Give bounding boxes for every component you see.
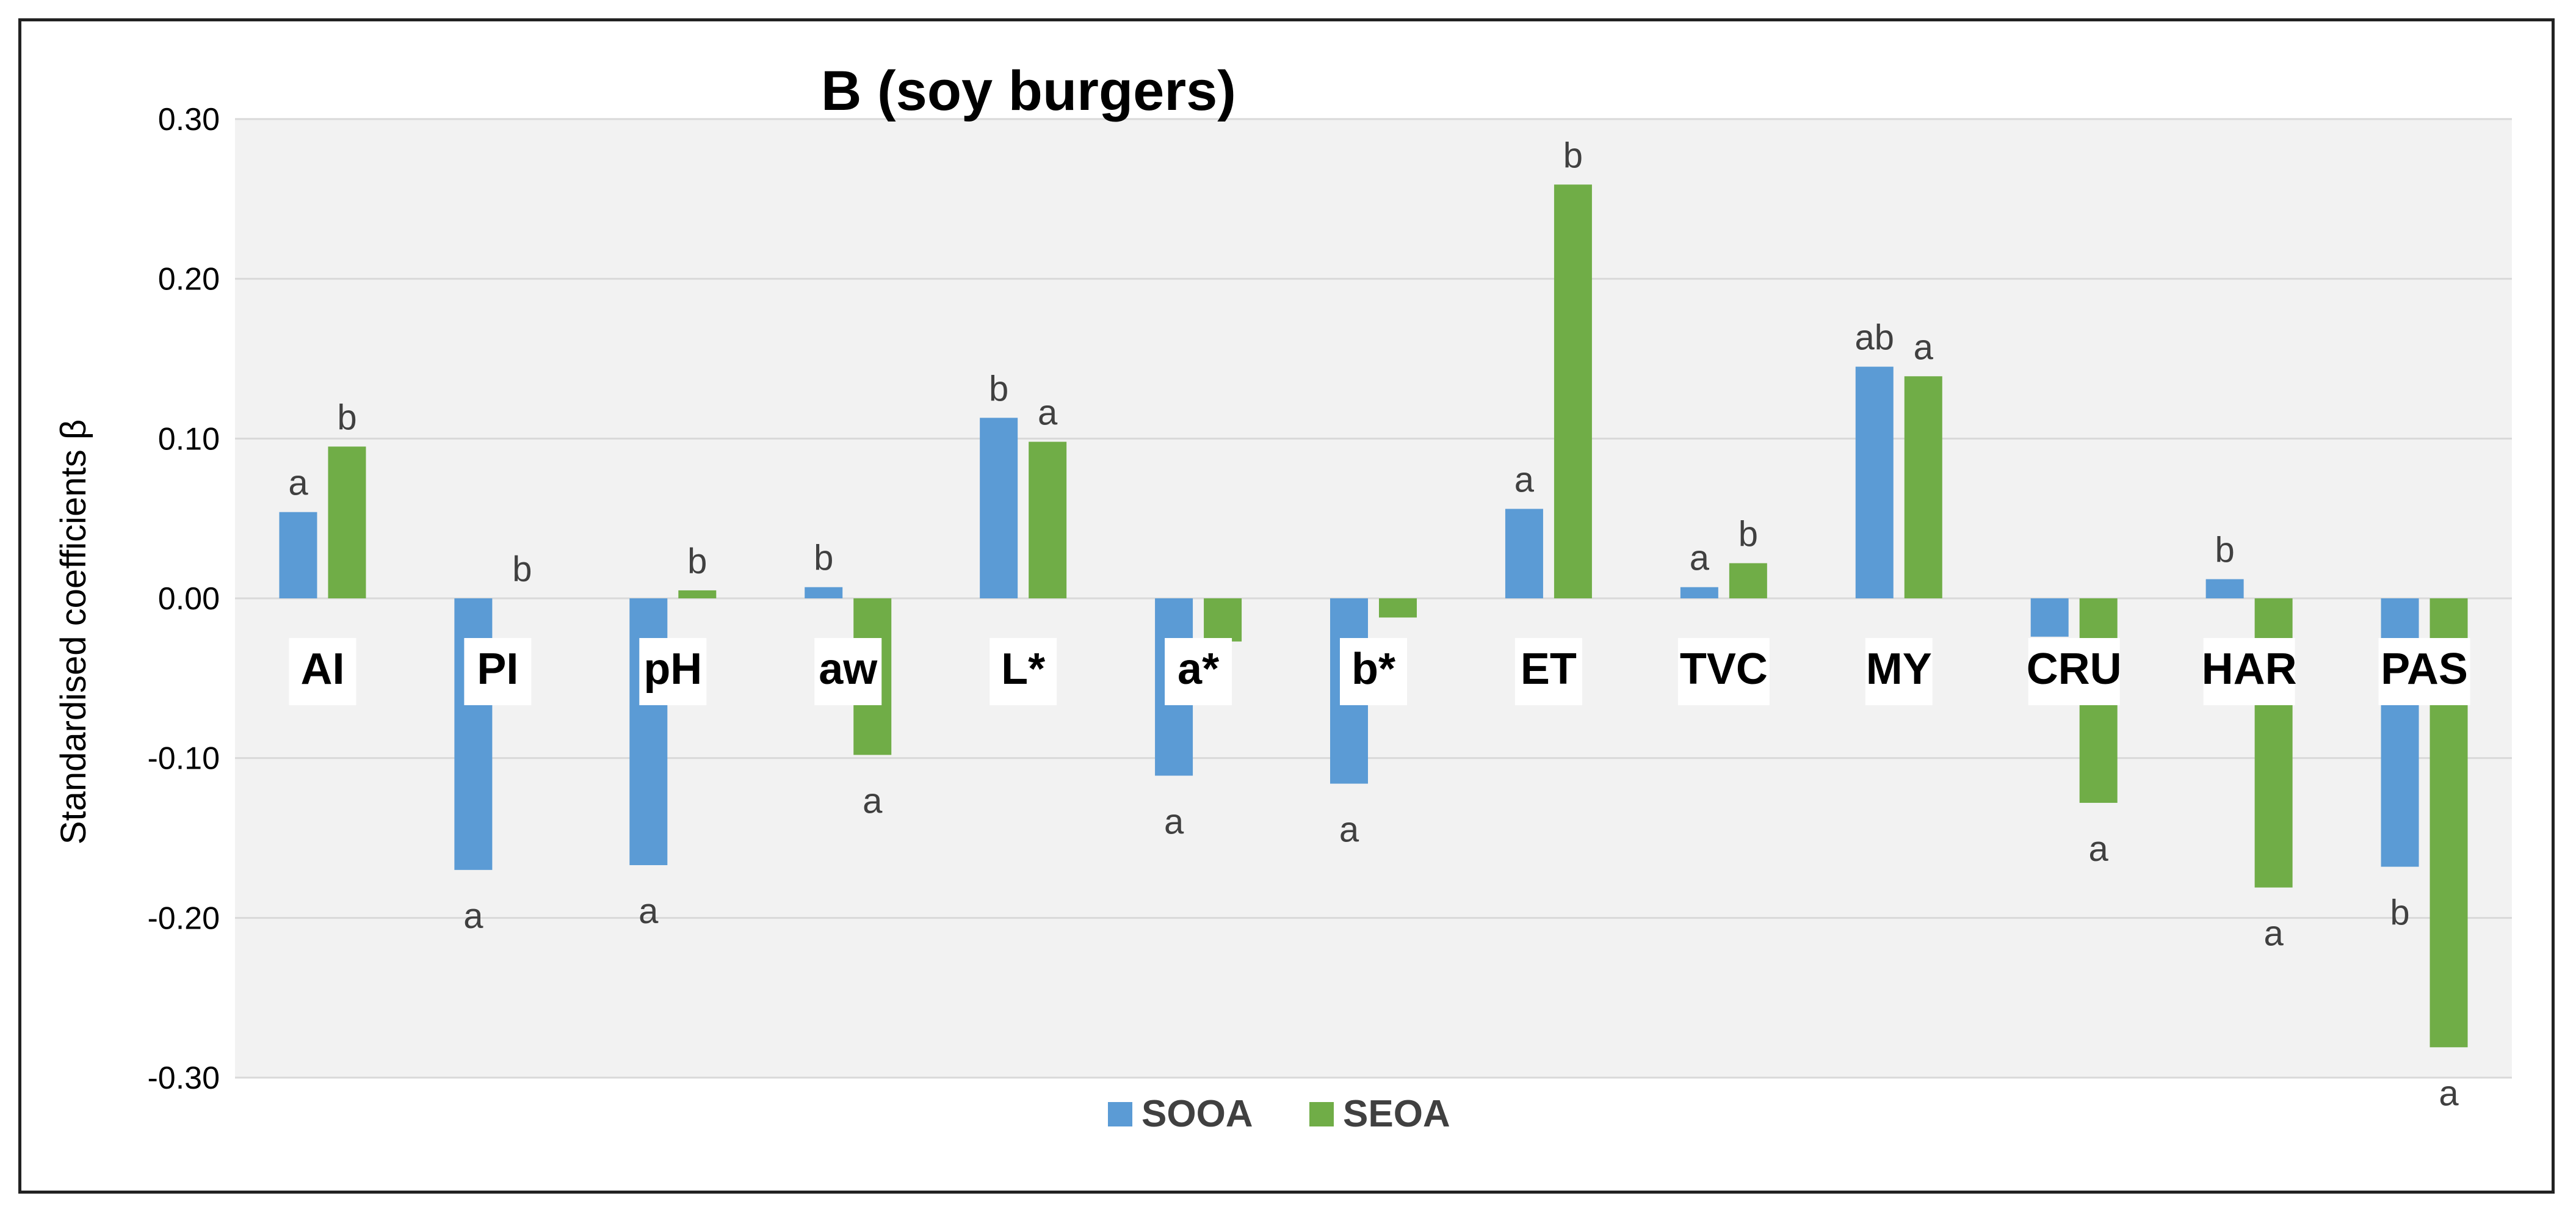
significance-letter: b bbox=[989, 369, 1008, 408]
significance-letter: a bbox=[2439, 1073, 2459, 1113]
y-tick-label: -0.30 bbox=[147, 1061, 220, 1096]
significance-letter: a bbox=[463, 896, 483, 936]
category-label: TVC bbox=[1680, 645, 1768, 694]
bar-seoa-ai bbox=[328, 446, 366, 598]
category-label-bg bbox=[1677, 638, 1770, 705]
y-axis-label: Standardised coefficients β bbox=[54, 419, 93, 844]
bar-sooa-l-star bbox=[980, 418, 1018, 598]
bar-seoa-b-star bbox=[1379, 598, 1417, 618]
significance-letter: b bbox=[687, 542, 707, 581]
category-label: aw bbox=[819, 645, 878, 694]
legend-label: SOOA bbox=[1141, 1093, 1253, 1135]
chart-title: B (soy burgers) bbox=[821, 60, 1236, 122]
bar-seoa-tvc bbox=[1729, 563, 1767, 598]
y-tick-label: -0.10 bbox=[147, 741, 220, 777]
significance-letter: a bbox=[863, 781, 883, 821]
significance-letter: a bbox=[1514, 460, 1535, 499]
significance-letter: a bbox=[1690, 539, 1710, 578]
significance-letter: a bbox=[639, 891, 659, 931]
significance-letter: a bbox=[2263, 914, 2284, 954]
y-axis-ticks: 0.30 0.20 0.10 0.00 -0.10 -0.20 -0.30 bbox=[147, 102, 220, 1096]
category-label-bg bbox=[2203, 638, 2295, 705]
significance-letter: b bbox=[814, 539, 833, 578]
category-label-bg bbox=[2378, 638, 2470, 705]
bar-sooa-tvc bbox=[1680, 587, 1718, 598]
y-tick-label: 0.20 bbox=[158, 262, 220, 297]
bar-seoa-ph bbox=[678, 590, 717, 598]
legend: SOOA SEOA bbox=[1108, 1093, 1450, 1135]
significance-letter: b bbox=[1563, 136, 1583, 175]
category-label-bg bbox=[814, 638, 882, 705]
significance-letter: b bbox=[2390, 893, 2409, 933]
category-label-bg bbox=[990, 638, 1057, 705]
gridlines bbox=[235, 118, 2512, 1079]
bar-seoa-l-star bbox=[1029, 441, 1067, 598]
bars bbox=[279, 184, 2468, 1048]
category-labels: AI PI pH aw L* a* b* ET TVC MY CRU HAR PAS bbox=[289, 638, 2470, 705]
significance-letter: a bbox=[1038, 393, 1058, 433]
significance-letter: a bbox=[1914, 327, 1934, 367]
bar-sooa-cru bbox=[2030, 598, 2069, 637]
category-label: PI bbox=[477, 645, 518, 694]
category-label-bg bbox=[1865, 638, 1933, 705]
bar-sooa-my bbox=[1855, 366, 1894, 598]
y-tick-label: -0.20 bbox=[147, 901, 220, 936]
category-label-bg bbox=[289, 638, 356, 705]
bar-sooa-har bbox=[2205, 579, 2244, 598]
y-tick-label: 0.30 bbox=[158, 102, 220, 137]
y-tick-label: 0.10 bbox=[158, 421, 220, 457]
category-label: CRU bbox=[2027, 645, 2122, 694]
category-label: PAS bbox=[2381, 645, 2468, 694]
bar-seoa-et bbox=[1554, 184, 1592, 598]
significance-letter: b bbox=[337, 397, 356, 437]
category-label: AI bbox=[300, 645, 344, 694]
bar-sooa-et bbox=[1505, 509, 1543, 598]
bar-sooa-aw bbox=[805, 587, 843, 598]
significance-letter: ab bbox=[1855, 318, 1895, 358]
legend-swatch bbox=[1309, 1102, 1334, 1126]
significance-letter: b bbox=[512, 549, 532, 589]
bar-seoa-a-star bbox=[1204, 598, 1242, 642]
legend-label: SEOA bbox=[1343, 1093, 1450, 1135]
category-label-bg bbox=[1514, 638, 1582, 705]
significance-letter: b bbox=[1738, 514, 1758, 554]
significance-letter: b bbox=[2215, 531, 2234, 570]
significance-letter: a bbox=[288, 463, 308, 503]
legend-swatch bbox=[1108, 1102, 1132, 1126]
bar-seoa-my bbox=[1904, 376, 1942, 598]
category-label: HAR bbox=[2202, 645, 2297, 694]
category-label-bg bbox=[1340, 638, 1407, 705]
category-label: L* bbox=[1001, 645, 1045, 694]
category-label: pH bbox=[643, 645, 702, 694]
category-label-bg bbox=[639, 638, 707, 705]
category-label: ET bbox=[1521, 645, 1577, 694]
y-tick-label: 0.00 bbox=[158, 581, 220, 617]
category-label: a* bbox=[1178, 645, 1219, 694]
category-label: b* bbox=[1351, 645, 1395, 694]
category-label-bg bbox=[464, 638, 532, 705]
significance-letter: a bbox=[2089, 829, 2109, 869]
category-label: MY bbox=[1866, 645, 1932, 694]
category-label-bg bbox=[2028, 638, 2120, 705]
bar-sooa-ai bbox=[279, 512, 317, 598]
category-label-bg bbox=[1165, 638, 1232, 705]
significance-letter: a bbox=[1164, 802, 1184, 841]
significance-letter: a bbox=[1339, 810, 1359, 850]
